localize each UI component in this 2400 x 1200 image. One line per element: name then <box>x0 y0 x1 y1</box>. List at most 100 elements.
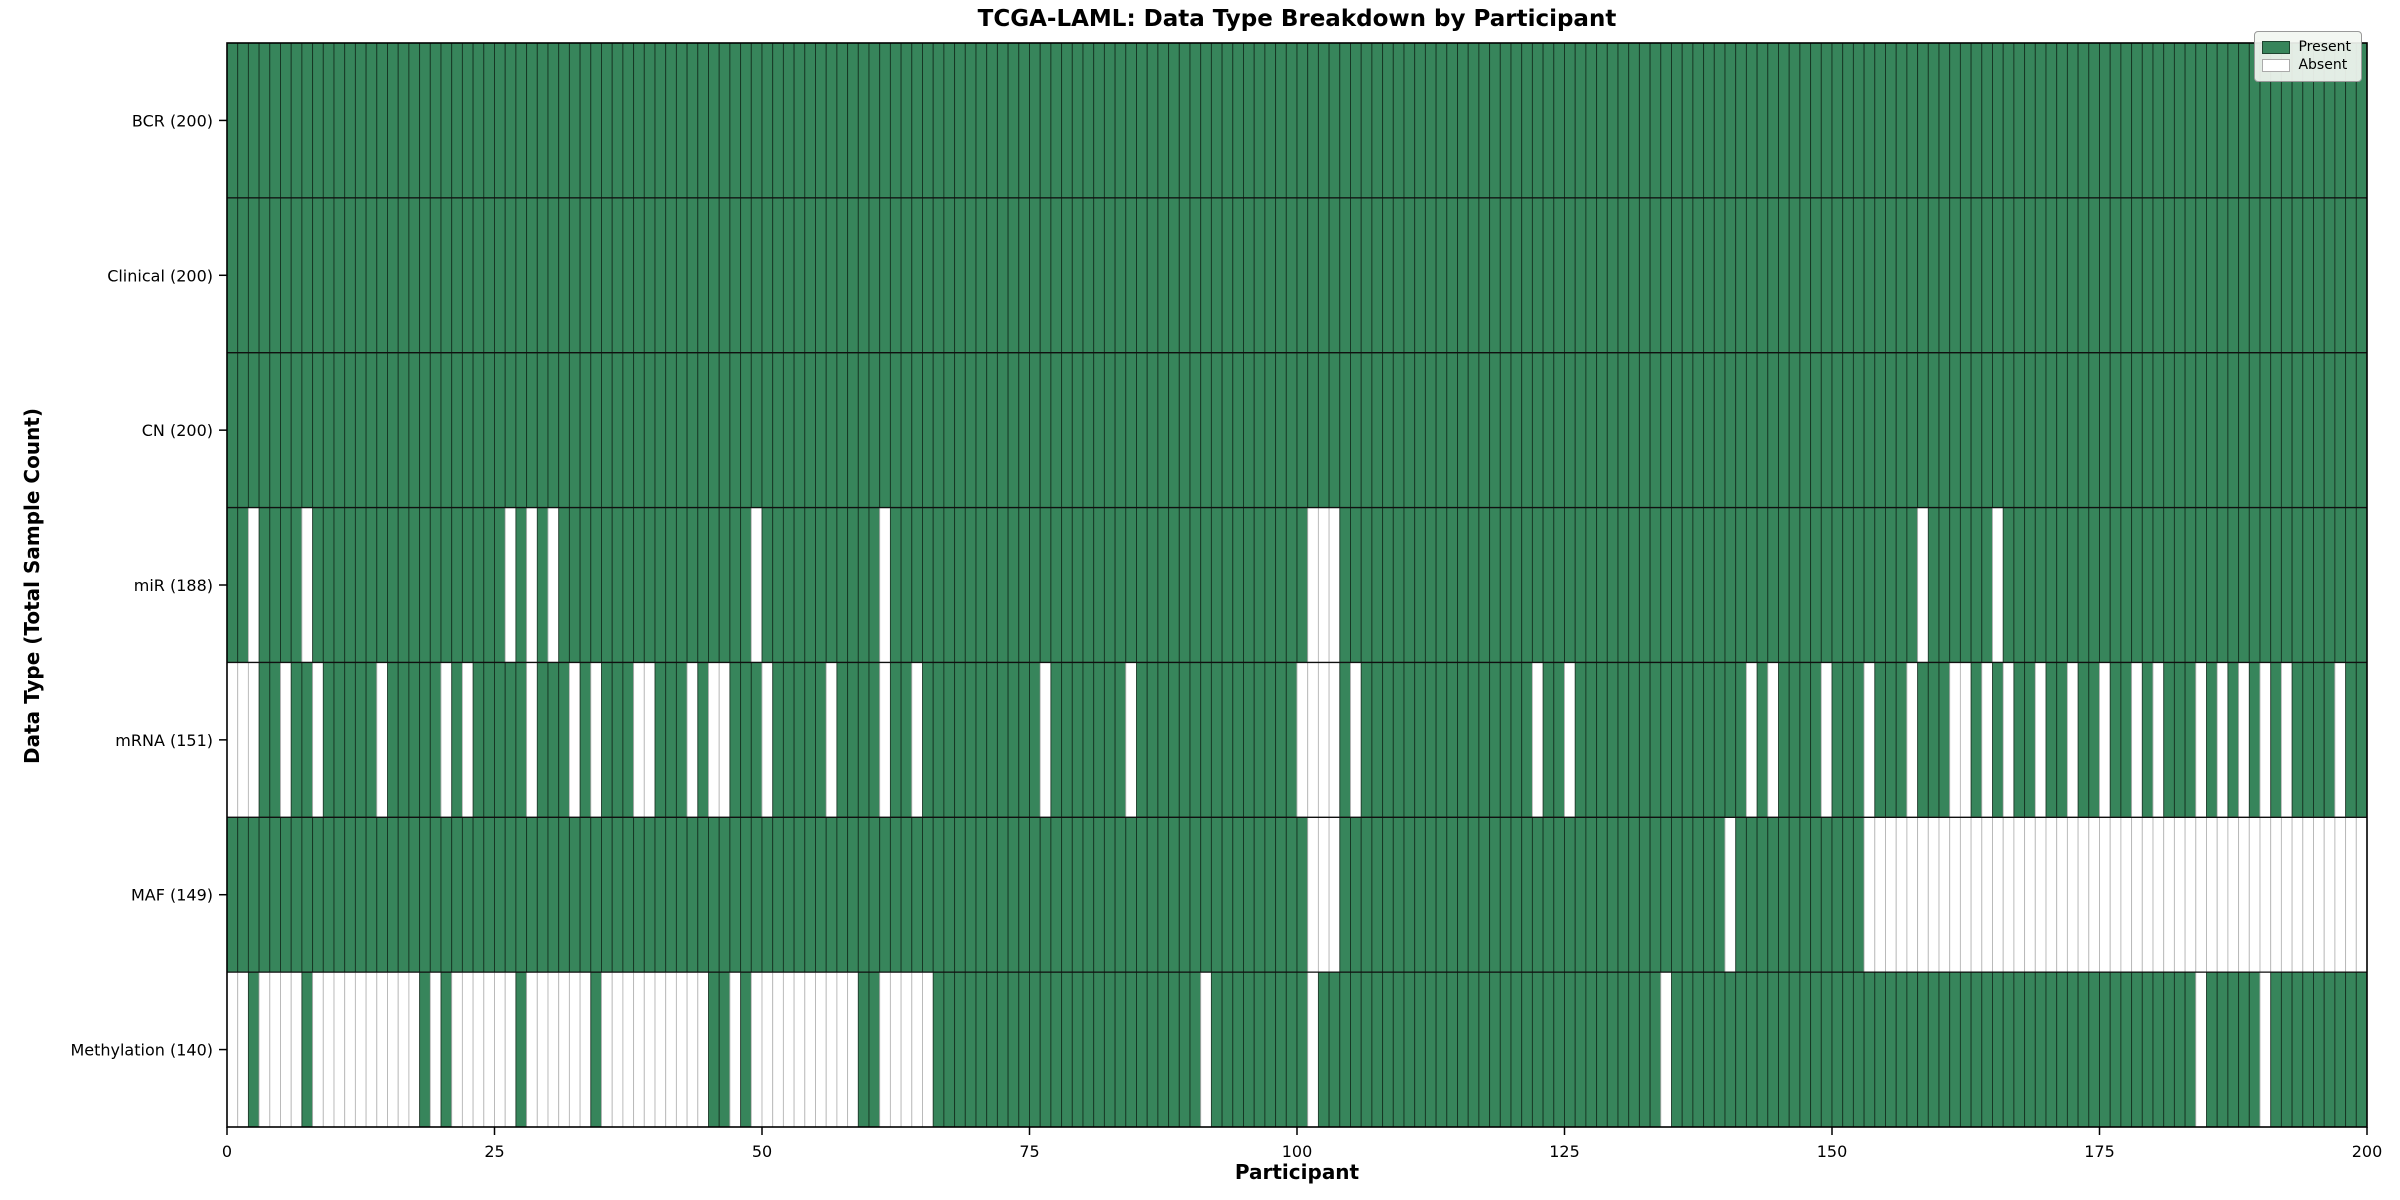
cell-present <box>1467 197 1480 354</box>
cell-present <box>622 507 635 663</box>
cell-present <box>1210 507 1223 663</box>
cell-present <box>1050 971 1063 1128</box>
cell-absent <box>2238 816 2250 973</box>
cell-absent <box>1949 816 1961 973</box>
cell-present <box>365 197 378 354</box>
cell-absent <box>1927 816 1940 973</box>
cell-present <box>2345 197 2357 354</box>
cell-present <box>2077 971 2090 1128</box>
cell-absent <box>280 661 292 818</box>
cell-present <box>1360 661 1373 818</box>
cell-present <box>2280 971 2293 1128</box>
cell-present <box>2248 971 2261 1128</box>
cell-present <box>1992 42 2004 199</box>
cell-present <box>1671 971 1683 1128</box>
cell-present <box>2216 507 2229 663</box>
cell-present <box>729 507 742 663</box>
cell-present <box>1275 507 1287 663</box>
cell-present <box>889 507 902 663</box>
cell-present <box>1585 971 1598 1128</box>
cell-present <box>1221 507 1234 663</box>
cell-present <box>1510 352 1523 509</box>
cell-present <box>237 816 249 973</box>
cell-present <box>879 42 891 199</box>
cell-present <box>1970 197 1983 354</box>
cell-present <box>1949 507 1961 663</box>
cell-present <box>1328 197 1341 354</box>
cell-present <box>1275 971 1287 1128</box>
cell-present <box>1756 507 1769 663</box>
cell-present <box>526 816 538 973</box>
cell-absent <box>1724 816 1737 973</box>
cell-present <box>1510 816 1523 973</box>
cell-present <box>1414 197 1426 354</box>
cell-present <box>675 352 688 509</box>
cell-present <box>1328 971 1341 1128</box>
cell-present <box>836 197 849 354</box>
cell-absent <box>1981 661 1993 818</box>
cell-present <box>483 816 495 973</box>
cell-absent <box>1531 661 1544 818</box>
cell-present <box>836 661 849 818</box>
cell-present <box>2291 197 2304 354</box>
cell-present <box>718 352 731 509</box>
cell-present <box>1146 661 1159 818</box>
cell-present <box>1157 661 1170 818</box>
cell-present <box>2291 507 2304 663</box>
cell-present <box>740 816 752 973</box>
cell-present <box>2056 971 2068 1128</box>
legend: Present Absent <box>2254 31 2362 82</box>
cell-present <box>2163 971 2175 1128</box>
cell-present <box>1339 971 1351 1128</box>
cell-present <box>729 42 742 199</box>
cell-present <box>333 197 346 354</box>
cell-absent <box>2216 816 2229 973</box>
cell-present <box>408 197 421 354</box>
cell-present <box>1992 352 2004 509</box>
cell-present <box>1232 661 1244 818</box>
cell-present <box>1799 352 1812 509</box>
cell-present <box>1949 352 1961 509</box>
cell-present <box>1542 507 1555 663</box>
cell-present <box>1970 971 1983 1128</box>
cell-present <box>1446 661 1458 818</box>
x-tick-label: 0 <box>222 1142 232 1161</box>
cell-present <box>1168 42 1180 199</box>
cell-present <box>986 507 998 663</box>
cell-present <box>1820 507 1833 663</box>
cell-present <box>1842 507 1854 663</box>
cell-present <box>1414 661 1426 818</box>
cell-present <box>761 816 774 973</box>
cell-present <box>1810 197 1822 354</box>
cell-present <box>911 352 923 509</box>
cell-present <box>301 352 314 509</box>
cell-present <box>954 197 966 354</box>
cell-absent <box>2334 661 2347 818</box>
cell-present <box>1093 661 1105 818</box>
cell-present <box>515 661 528 818</box>
cell-present <box>1435 352 1448 509</box>
cell-present <box>964 661 977 818</box>
cell-present <box>387 816 399 973</box>
cell-present <box>1317 352 1330 509</box>
cell-present <box>2034 42 2047 199</box>
cell-absent <box>2195 971 2207 1128</box>
cell-present <box>1446 352 1458 509</box>
cell-present <box>601 352 613 509</box>
cell-present <box>1692 971 1705 1128</box>
cell-present <box>2066 197 2079 354</box>
cell-present <box>1810 661 1822 818</box>
cell-absent <box>815 971 827 1128</box>
cell-present <box>815 661 827 818</box>
cell-present <box>1831 971 1844 1128</box>
cell-absent <box>1970 816 1983 973</box>
cell-present <box>1435 971 1448 1128</box>
cell-present <box>2120 507 2133 663</box>
cell-absent <box>1874 816 1886 973</box>
cell-present <box>1264 971 1277 1128</box>
cell-present <box>301 42 314 199</box>
cell-present <box>590 197 602 354</box>
cell-present <box>1745 42 1758 199</box>
cell-present <box>1029 971 1041 1128</box>
cell-present <box>1895 507 1908 663</box>
